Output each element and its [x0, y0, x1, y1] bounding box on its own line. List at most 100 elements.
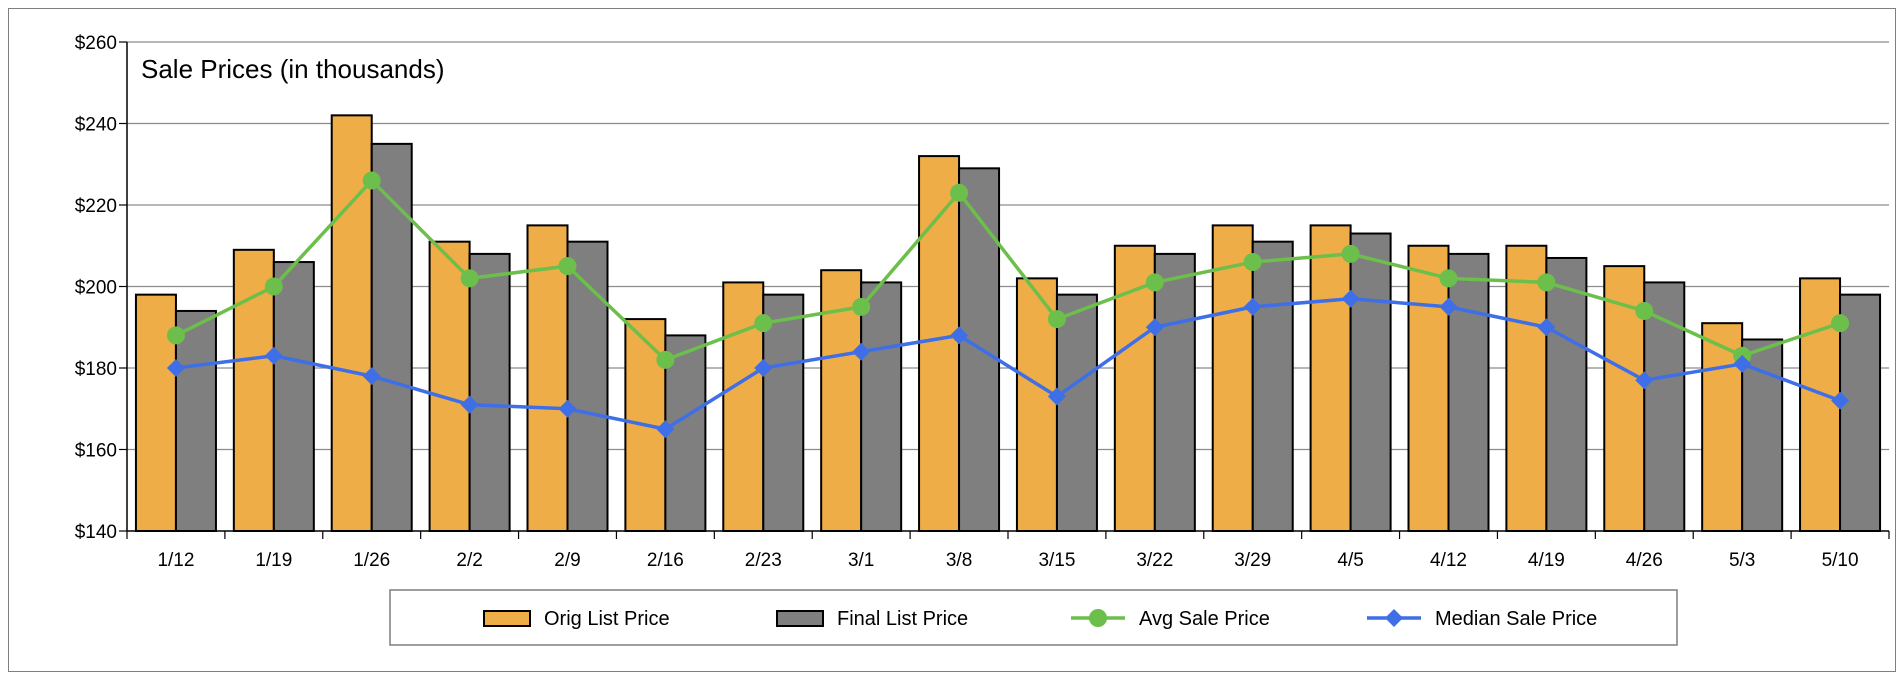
legend-label: Orig List Price	[544, 608, 670, 630]
legend-label: Median Sale Price	[1435, 608, 1597, 630]
line-point	[1831, 314, 1850, 333]
line-point	[1341, 244, 1360, 263]
bars	[134, 114, 1882, 533]
x-tick-label: 4/19	[1528, 550, 1565, 571]
bar	[174, 309, 217, 533]
x-tick-label: 3/8	[946, 550, 972, 571]
bar	[1741, 338, 1784, 532]
series-line	[175, 296, 1841, 431]
bar	[1407, 244, 1450, 532]
line-point	[656, 420, 675, 439]
line-point	[1243, 253, 1262, 272]
bar	[1505, 244, 1548, 532]
y-tick-label: $260	[75, 33, 117, 54]
line-point	[1145, 318, 1164, 337]
line-point	[852, 297, 871, 316]
axes: $140 $160 $180 $200 $220 $240 $260 1/12 1/19 1/26…	[75, 33, 1890, 571]
line-point	[558, 257, 577, 276]
bar	[272, 261, 315, 533]
bar	[1211, 224, 1254, 532]
bar	[566, 240, 609, 533]
line-point	[362, 171, 381, 190]
bar	[664, 334, 707, 532]
line-point	[1341, 289, 1360, 308]
line-point	[1733, 354, 1752, 373]
line-point	[1537, 273, 1556, 292]
line-point	[1537, 318, 1556, 337]
legend-label: Final List Price	[837, 608, 968, 630]
line-point	[1047, 387, 1066, 406]
bar	[762, 293, 805, 532]
x-tick-label: 2/16	[647, 550, 684, 571]
y-tick-label: $240	[75, 115, 117, 136]
bar	[1643, 281, 1686, 532]
gridlines	[127, 41, 1889, 451]
line-point	[460, 395, 479, 414]
line-point	[1385, 609, 1403, 627]
line-point	[1635, 371, 1654, 390]
x-tick-label: 1/12	[157, 550, 194, 571]
line-point	[950, 326, 969, 345]
sale-prices-chart: $140 $160 $180 $200 $220 $240 $260 1/12 1/19 1/26…	[75, 33, 1890, 646]
bar	[1799, 277, 1842, 532]
bar	[468, 252, 511, 532]
line-point	[656, 350, 675, 369]
y-tick-label: $200	[75, 278, 117, 299]
bar	[1309, 224, 1352, 532]
bar	[1839, 293, 1882, 532]
x-tick-label: 3/22	[1136, 550, 1173, 571]
x-tick-label: 2/9	[554, 550, 580, 571]
bar	[428, 240, 471, 533]
x-tick-label: 4/12	[1430, 550, 1467, 571]
x-tick-label: 5/3	[1729, 550, 1755, 571]
bar	[1153, 252, 1196, 532]
y-tick-label: $220	[75, 196, 117, 217]
legend-swatch	[776, 610, 824, 627]
bar	[1251, 240, 1294, 533]
line-point	[166, 326, 185, 345]
x-tick-label: 3/15	[1038, 550, 1075, 571]
legend-swatch	[483, 610, 531, 627]
bar	[1349, 232, 1392, 532]
x-tick-label: 5/10	[1822, 550, 1859, 571]
legend-box	[389, 589, 1678, 646]
bar	[1545, 256, 1588, 532]
line-point	[754, 359, 773, 377]
line-point	[166, 359, 185, 377]
x-tick-label: 2/2	[456, 550, 482, 571]
x-tick-label: 3/29	[1234, 550, 1271, 571]
line-point	[264, 346, 283, 365]
line-point	[264, 277, 283, 296]
bar	[1055, 293, 1098, 532]
bar	[370, 142, 413, 532]
series-lines	[166, 171, 1850, 439]
x-tick-label: 3/1	[848, 550, 874, 571]
bar	[1447, 252, 1490, 532]
line-point	[950, 183, 969, 202]
chart-title: Sale Prices (in thousands)	[141, 54, 444, 84]
x-tick-label: 1/26	[353, 550, 390, 571]
line-point	[460, 269, 479, 288]
line-point	[1439, 269, 1458, 288]
line-point	[1145, 273, 1164, 292]
y-tick-label: $160	[75, 441, 117, 462]
x-tick-label: 4/26	[1626, 550, 1663, 571]
x-tick-label: 2/23	[745, 550, 782, 571]
line-point	[1243, 297, 1262, 316]
legend: Orig List Price Final List Price Avg Sale …	[389, 589, 1678, 646]
legend-label: Avg Sale Price	[1139, 608, 1270, 630]
line-point	[852, 342, 871, 361]
line-point	[558, 399, 577, 418]
chart-frame: $140 $160 $180 $200 $220 $240 $260 1/12 1/19 1/26…	[8, 8, 1896, 672]
y-tick-label: $180	[75, 359, 117, 380]
line-point	[754, 314, 773, 333]
x-tick-label: 4/5	[1337, 550, 1363, 571]
bar	[918, 155, 961, 532]
x-tick-label: 1/19	[255, 550, 292, 571]
y-tick-label: $140	[75, 522, 117, 543]
line-point	[1439, 297, 1458, 316]
line-point	[1089, 609, 1107, 627]
line-point	[1831, 391, 1850, 410]
bar	[860, 281, 903, 532]
line-point	[362, 367, 381, 386]
